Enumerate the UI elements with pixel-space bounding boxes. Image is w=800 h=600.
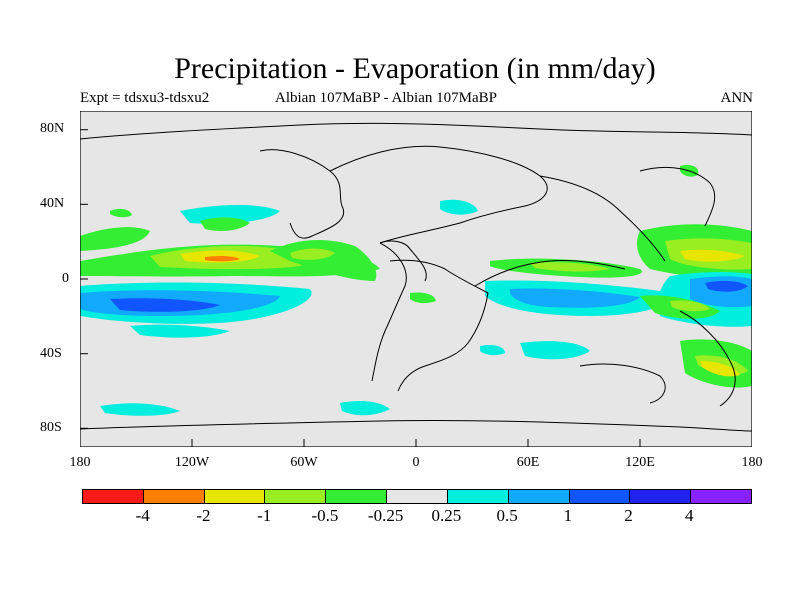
contour-patch xyxy=(680,249,745,262)
contour-patch xyxy=(110,208,132,218)
contour-patch xyxy=(700,361,740,377)
colorbar-swatch xyxy=(83,490,144,503)
x-tick-label: 60E xyxy=(516,455,540,470)
colorbar-swatch xyxy=(265,490,327,503)
axis-ticks xyxy=(80,129,641,447)
coastline xyxy=(379,240,427,282)
colorbar-label: 0.5 xyxy=(496,506,518,525)
colorbar xyxy=(82,489,752,504)
contour-patch xyxy=(480,344,505,356)
colorbar-swatch xyxy=(143,490,205,503)
colorbar-swatch xyxy=(387,490,448,503)
contour-fills xyxy=(80,165,752,416)
coastline xyxy=(579,363,666,404)
season-label: ANN xyxy=(720,90,754,106)
colorbar-label: 0.25 xyxy=(431,506,462,525)
contour-patch xyxy=(200,217,250,231)
y-tick-label: 40S xyxy=(40,346,62,361)
colorbar-swatch xyxy=(630,490,692,503)
x-tick-label: 120W xyxy=(174,455,210,470)
map-background xyxy=(80,111,752,447)
coastline xyxy=(371,242,407,382)
coastline xyxy=(679,310,736,407)
contour-patch xyxy=(205,255,240,262)
coastlines xyxy=(80,122,752,432)
x-tick-label: 0 xyxy=(412,455,420,470)
contour-patch xyxy=(270,239,377,281)
y-tick-label: 0 xyxy=(62,271,69,286)
experiment-label: Expt = tdsxu3-tdsxu2 xyxy=(80,90,210,106)
coastline xyxy=(259,149,345,239)
colorbar-swatch xyxy=(447,490,509,503)
colorbar-label: -2 xyxy=(196,506,211,525)
coastline xyxy=(474,260,626,287)
colorbar-swatch xyxy=(326,490,388,503)
chart-title: Precipitation - Evaporation (in mm/day) xyxy=(174,52,656,85)
colorbar-label: -4 xyxy=(135,506,150,525)
x-tick-label: 60W xyxy=(290,455,318,470)
colorbar-label: 2 xyxy=(624,506,633,525)
colorbar-label: -0.5 xyxy=(311,506,339,525)
contour-patch xyxy=(510,288,640,308)
coastline xyxy=(539,175,666,262)
colorbar-swatch xyxy=(204,490,266,503)
contour-patch xyxy=(530,262,610,272)
contour-patch xyxy=(410,292,436,304)
coastline xyxy=(397,292,489,392)
contour-patch xyxy=(340,401,390,416)
coastline xyxy=(329,145,548,244)
contour-patch xyxy=(130,324,230,338)
x-tick-label: 180 xyxy=(741,455,763,470)
contour-patch xyxy=(440,199,478,215)
coastline xyxy=(80,122,752,140)
x-tick-label: 120E xyxy=(625,455,655,470)
contour-patch xyxy=(290,248,335,260)
contour-patch xyxy=(520,341,590,360)
colorbar-label: 1 xyxy=(563,506,573,525)
y-tick-label: 80N xyxy=(40,121,65,136)
y-tick-label: 80S xyxy=(40,420,62,435)
contour-patch xyxy=(100,403,180,416)
coastline xyxy=(389,259,489,294)
y-tick-label: 40N xyxy=(40,196,65,211)
colorbar-label: 4 xyxy=(685,506,694,525)
period-label: Albian 107MaBP - Albian 107MaBP xyxy=(275,90,497,106)
coastline xyxy=(639,166,716,227)
colorbar-label: -0.25 xyxy=(367,506,404,525)
colorbar-label: -1 xyxy=(257,506,272,525)
contour-patch xyxy=(110,298,220,312)
colorbar-swatch xyxy=(691,490,751,503)
colorbar-swatch xyxy=(508,490,570,503)
x-tick-label: 180 xyxy=(69,455,91,470)
contour-patch xyxy=(705,280,748,292)
map-plot xyxy=(80,111,752,447)
coastline xyxy=(80,419,752,432)
colorbar-swatch xyxy=(569,490,631,503)
contour-patch xyxy=(670,300,710,312)
contour-patch xyxy=(180,205,280,224)
contour-patch xyxy=(80,227,150,251)
